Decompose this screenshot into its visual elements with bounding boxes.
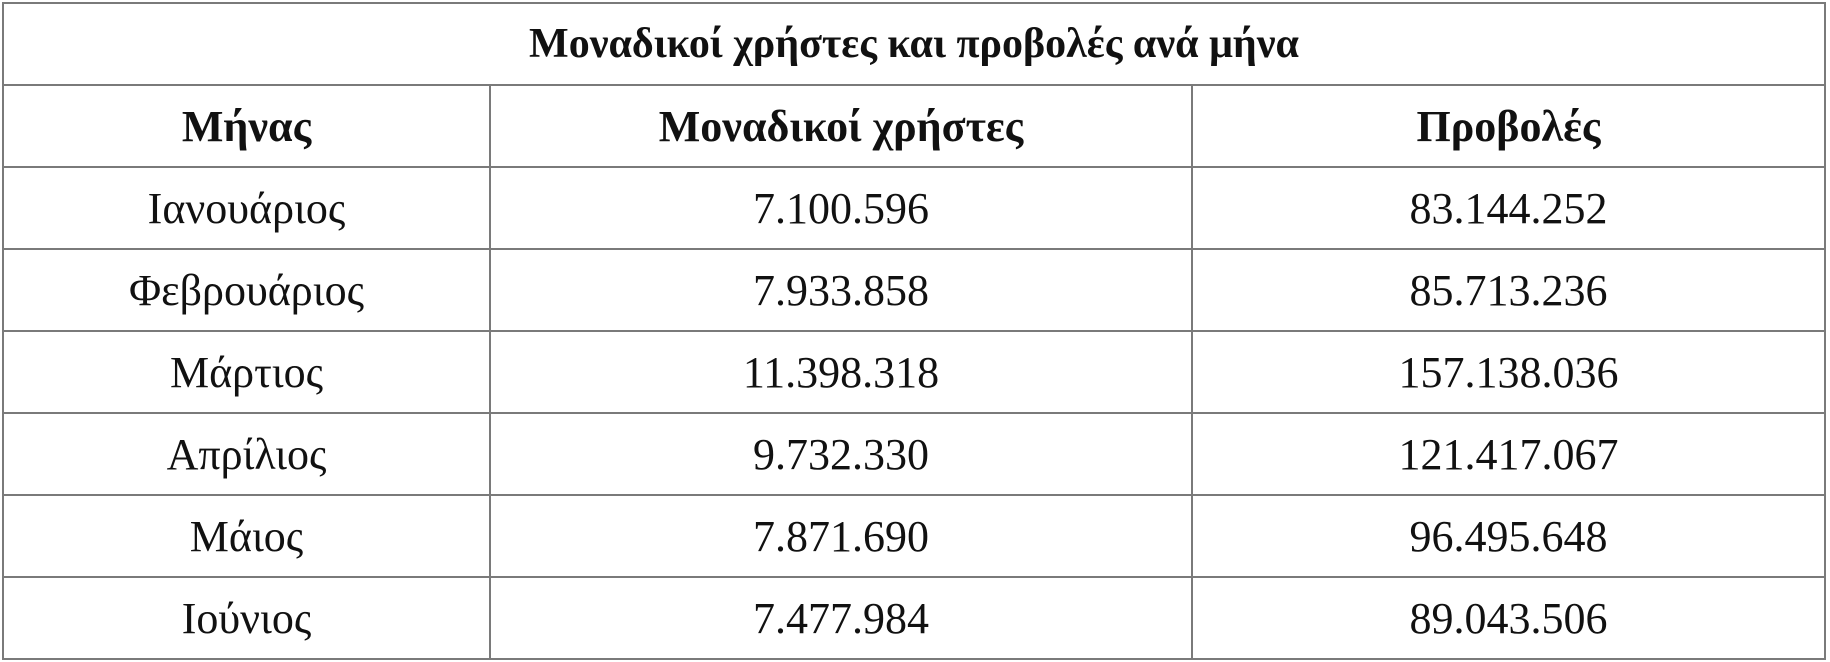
table-row: Ιούνιος 7.477.984 89.043.506 <box>2 576 1826 660</box>
number-cell: 7.100.596 <box>489 166 1193 250</box>
number-cell: 83.144.252 <box>1191 166 1826 250</box>
month-cell: Μάιος <box>2 494 491 578</box>
number-cell: 9.732.330 <box>489 412 1193 496</box>
header-row: Μήνας Μοναδικοί χρήστες Προβολές <box>2 84 1826 168</box>
month-cell: Ιούνιος <box>2 576 491 660</box>
number-cell: 157.138.036 <box>1191 330 1826 414</box>
month-cell: Απρίλιος <box>2 412 491 496</box>
header-cell: Προβολές <box>1191 84 1826 168</box>
table-body: Ιανουάριος 7.100.596 83.144.252 Φεβρουάριος… <box>2 166 1826 660</box>
number-cell: 7.871.690 <box>489 494 1193 578</box>
table-row: Μάιος 7.871.690 96.495.648 <box>2 494 1826 578</box>
number-cell: 11.398.318 <box>489 330 1193 414</box>
month-cell: Φεβρουάριος <box>2 248 491 332</box>
header-cell: Μήνας <box>2 84 491 168</box>
number-cell: 7.477.984 <box>489 576 1193 660</box>
table-row: Φεβρουάριος 7.933.858 85.713.236 <box>2 248 1826 332</box>
number-cell: 121.417.067 <box>1191 412 1826 496</box>
month-cell: Μάρτιος <box>2 330 491 414</box>
number-cell: 89.043.506 <box>1191 576 1826 660</box>
number-cell: 96.495.648 <box>1191 494 1826 578</box>
table-row: Απρίλιος 9.732.330 121.417.067 <box>2 412 1826 496</box>
number-cell: 7.933.858 <box>489 248 1193 332</box>
number-cell: 85.713.236 <box>1191 248 1826 332</box>
title-row: Μοναδικοί χρήστες και προβολές ανά μήνα <box>2 2 1826 86</box>
header-cell: Μοναδικοί χρήστες <box>489 84 1193 168</box>
month-cell: Ιανουάριος <box>2 166 491 250</box>
table-row: Ιανουάριος 7.100.596 83.144.252 <box>2 166 1826 250</box>
table-title: Μοναδικοί χρήστες και προβολές ανά μήνα <box>2 2 1826 86</box>
table-row: Μάρτιος 11.398.318 157.138.036 <box>2 330 1826 414</box>
